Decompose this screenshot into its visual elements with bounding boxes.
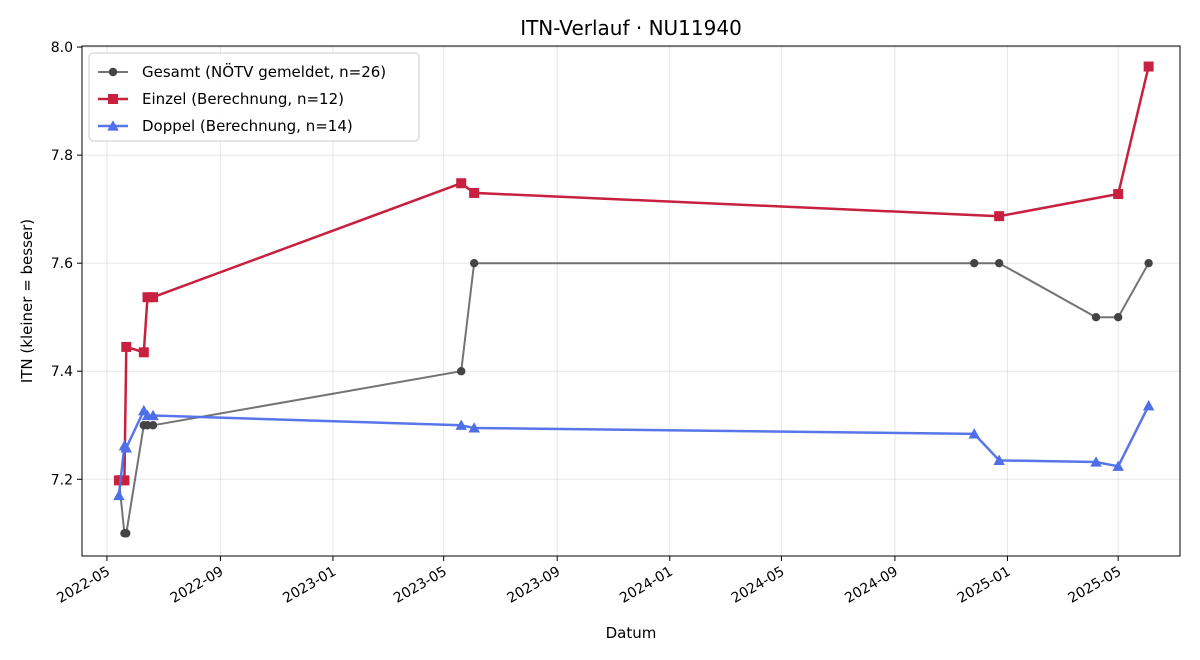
x-tick-label: 2023-01 [280, 564, 339, 607]
series-line [117, 262, 1150, 535]
x-tick-label: 2023-09 [505, 564, 564, 607]
x-tick-label: 2023-05 [391, 564, 450, 607]
series-line [117, 405, 1150, 496]
data-point [1143, 61, 1154, 72]
data-point [113, 489, 125, 501]
legend: Gesamt (NÖTV gemeldet, n=26) Einzel (Bere… [88, 52, 420, 142]
data-point [455, 419, 467, 430]
y-axis: 7.2 7.4 7.6 7.8 8.0 [51, 40, 82, 488]
y-tick-label: 8.0 [51, 40, 73, 56]
data-point [142, 292, 153, 303]
data-point [469, 258, 479, 268]
data-point [120, 442, 133, 453]
data-point [468, 422, 480, 433]
data-point [469, 187, 480, 198]
data-point [148, 421, 158, 430]
x-tick-label: 2022-09 [168, 564, 227, 607]
data-point [993, 454, 1005, 465]
legend-label: Doppel (Berechnung, n=14) [142, 117, 353, 135]
legend-entry: Einzel (Berechnung, n=12) [98, 90, 344, 108]
data-point [121, 341, 132, 352]
x-tick-label: 2025-01 [955, 564, 1014, 607]
data-point [1113, 313, 1123, 322]
y-axis-label: ITN (kleiner = besser) [18, 219, 36, 383]
legend-marker [108, 94, 118, 104]
series-3 [113, 400, 1155, 501]
series-layer [113, 61, 1155, 538]
y-tick-label: 7.8 [51, 148, 73, 164]
data-point [1144, 258, 1153, 268]
series-2 [113, 61, 1154, 486]
x-axis: 2022-05 2022-09 2023-01 2023-05 2023-09 2024-… [54, 556, 1124, 607]
legend-label: Gesamt (NÖTV gemeldet, n=26) [142, 62, 386, 81]
data-point [456, 178, 467, 189]
data-point [970, 258, 979, 268]
data-point [138, 347, 149, 358]
data-point [994, 211, 1005, 222]
x-tick-label: 2022-05 [54, 564, 113, 607]
chart-title: ITN-Verlauf · NU11940 [520, 16, 742, 40]
data-point [113, 475, 124, 486]
y-tick-label: 7.6 [51, 256, 73, 272]
data-point [1091, 313, 1101, 322]
data-point [1142, 400, 1155, 411]
x-tick-label: 2025-05 [1066, 564, 1125, 607]
data-point [1113, 189, 1124, 200]
data-point [122, 529, 131, 538]
legend-entry: Gesamt (NÖTV gemeldet, n=26) [98, 62, 386, 81]
plot-frame [81, 45, 1181, 557]
x-axis-label: Datum [606, 624, 657, 642]
y-tick-label: 7.4 [51, 364, 73, 380]
legend-marker [108, 67, 118, 77]
data-point [994, 258, 1004, 268]
data-point [119, 475, 130, 486]
legend-label: Einzel (Berechnung, n=12) [142, 90, 344, 108]
legend-entry: Doppel (Berechnung, n=14) [98, 117, 353, 135]
y-tick-label: 7.2 [51, 472, 73, 488]
data-point [1090, 456, 1102, 467]
data-point [147, 409, 159, 421]
x-tick-label: 2024-05 [729, 564, 788, 607]
legend-box [88, 52, 420, 142]
data-point [148, 292, 159, 303]
data-point [1112, 460, 1124, 471]
x-tick-label: 2024-01 [617, 564, 676, 607]
x-tick-label: 2024-09 [842, 564, 901, 607]
series-1 [114, 258, 1153, 538]
data-point [457, 367, 466, 376]
legend-marker [107, 120, 119, 131]
data-point [968, 428, 980, 439]
